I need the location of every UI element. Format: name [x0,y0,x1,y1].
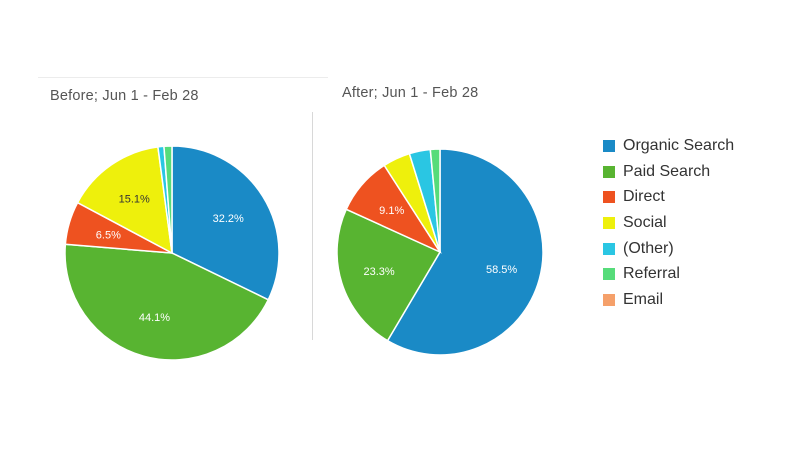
pie-slice-before-paid-search [64,243,270,361]
legend-swatch [603,268,615,281]
legend-item: Email [603,287,783,313]
slice-label-before: 6.5% [96,229,121,241]
pie-slice-after-organic-search [386,148,544,356]
slice-label-before: 32.2% [213,213,244,225]
legend-swatch [603,293,615,306]
chart-legend: Organic Search Paid Search Direct Social (Ot… [603,133,783,313]
pie-slice-before-referral [163,145,173,254]
chart-title-before: Before; Jun 1 - Feb 28 [50,88,199,104]
legend-item: Organic Search [603,133,783,159]
chart-title-after: After; Jun 1 - Feb 28 [342,85,479,101]
header-rule [38,77,328,78]
legend-item: (Other) [603,236,783,262]
legend-swatch [603,191,615,204]
legend-label: Paid Search [623,162,711,180]
slice-label-before: 15.1% [119,193,150,205]
pie-chart-after: 58.5% 23.3% 9.1% [336,148,544,356]
legend-item: Referral [603,261,783,287]
pie-slice-before-social [76,146,173,255]
pie-chart-before: 32.2% 44.1% 6.5% 15.1% [64,145,280,361]
pie-slice-before-organic-search [171,145,280,301]
slice-label-after: 9.1% [379,205,404,217]
legend-label: (Other) [623,239,674,257]
legend-item: Paid Search [603,159,783,185]
slice-label-after: 58.5% [486,264,517,276]
legend-label: Email [623,290,664,308]
legend-label: Referral [623,265,680,283]
pie-slice-after-paid-search [336,208,442,342]
legend-label: Direct [623,188,665,206]
legend-swatch [603,216,615,229]
slice-label-after: 23.3% [363,266,394,278]
chart-divider [312,112,313,340]
legend-item: Social [603,210,783,236]
legend-label: Social [623,213,667,231]
pie-slice-after-referral [429,148,441,253]
slice-label-before: 44.1% [139,312,170,324]
legend-label: Organic Search [623,136,735,154]
legend-item: Direct [603,184,783,210]
legend-swatch [603,139,615,152]
legend-swatch [603,242,615,255]
legend-swatch [603,165,615,178]
